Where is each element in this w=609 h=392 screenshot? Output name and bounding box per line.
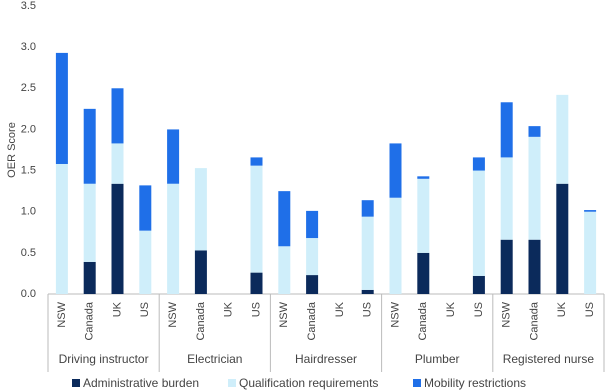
bar-segment xyxy=(111,143,124,184)
bar-segment xyxy=(83,261,96,294)
x-tick-label: US xyxy=(362,302,374,317)
x-tick-label: Canada xyxy=(528,301,540,340)
bar-segment xyxy=(361,216,374,290)
bar-segment xyxy=(361,200,374,217)
bar-segment xyxy=(111,183,124,294)
bar-segment xyxy=(278,191,291,247)
legend-swatch xyxy=(413,379,421,387)
x-tick-label: Canada xyxy=(195,301,207,340)
bar-segment xyxy=(389,197,402,294)
bar-segment xyxy=(472,157,485,171)
bar-segment xyxy=(472,170,485,276)
x-tick-label: NSW xyxy=(501,301,513,327)
bar-segment xyxy=(472,275,485,294)
bar-segment xyxy=(83,108,96,184)
bar-segment xyxy=(111,88,124,144)
bar-segment xyxy=(584,210,597,212)
x-tick-label: US xyxy=(473,302,485,317)
bar-segment xyxy=(55,163,68,294)
x-tick-label: Canada xyxy=(84,301,96,340)
y-tick-label: 1.0 xyxy=(21,206,36,218)
bar-segment xyxy=(389,143,402,198)
y-tick-label: 3.0 xyxy=(21,41,36,53)
x-tick-label: NSW xyxy=(389,301,401,327)
bar-segment xyxy=(250,157,263,166)
x-tick-label: Canada xyxy=(306,301,318,340)
y-tick-label: 3.5 xyxy=(21,0,36,12)
y-tick-label: 2.5 xyxy=(21,82,36,94)
x-tick-label: UK xyxy=(334,301,346,317)
bar-segment xyxy=(500,102,513,158)
x-tick-label: US xyxy=(584,302,596,317)
bar-segment xyxy=(417,252,430,294)
bar-segment xyxy=(167,129,180,184)
group-label: Plumber xyxy=(415,352,460,366)
bar-segment xyxy=(55,52,68,164)
x-tick-label: UK xyxy=(223,301,235,317)
legend-label: Qualification requirements xyxy=(239,376,378,390)
legend-swatch xyxy=(72,379,80,387)
bar-segment xyxy=(250,165,263,273)
x-tick-label: Canada xyxy=(417,301,429,340)
x-tick-label: US xyxy=(250,302,262,317)
bar-segment xyxy=(528,239,541,294)
group-label: Driving instructor xyxy=(59,352,149,366)
y-tick-label: 0.0 xyxy=(21,288,36,300)
bar-segment xyxy=(83,183,96,262)
bar-segment xyxy=(306,210,319,239)
x-tick-label: UK xyxy=(556,301,568,317)
legend-swatch xyxy=(228,379,236,387)
bar-segment xyxy=(417,178,430,253)
legend-label: Mobility restrictions xyxy=(424,376,526,390)
y-tick-label: 2.0 xyxy=(21,123,36,135)
bar-segment xyxy=(500,157,513,240)
bar-segment xyxy=(528,126,541,137)
bar-segment xyxy=(194,168,207,251)
bar-segment xyxy=(417,176,430,179)
bar-segment xyxy=(139,185,152,231)
bar-segment xyxy=(306,275,319,294)
group-label: Electrician xyxy=(187,352,242,366)
x-tick-label: NSW xyxy=(278,301,290,327)
bar-segment xyxy=(556,94,569,184)
bar-segment xyxy=(167,183,180,294)
bar-segment xyxy=(250,272,263,294)
bar-segment xyxy=(528,136,541,240)
bar-segment xyxy=(278,246,291,294)
bar-segment xyxy=(361,289,374,294)
y-axis-label: OER Score xyxy=(6,122,18,178)
x-tick-label: NSW xyxy=(56,301,68,327)
group-label: Hairdresser xyxy=(295,352,357,366)
bar-segment xyxy=(194,250,207,294)
bar-segment xyxy=(139,230,152,294)
x-tick-label: UK xyxy=(445,301,457,317)
y-tick-label: 1.5 xyxy=(21,164,36,176)
x-tick-label: NSW xyxy=(167,301,179,327)
y-tick-label: 0.5 xyxy=(21,247,36,259)
bar-segment xyxy=(556,183,569,294)
group-label: Registered nurse xyxy=(503,352,595,366)
x-tick-label: UK xyxy=(111,301,123,317)
bar-segment xyxy=(500,239,513,294)
legend-label: Administrative burden xyxy=(83,376,199,390)
bar-segment xyxy=(584,211,597,294)
bar-segment xyxy=(306,238,319,276)
x-tick-label: US xyxy=(139,302,151,317)
